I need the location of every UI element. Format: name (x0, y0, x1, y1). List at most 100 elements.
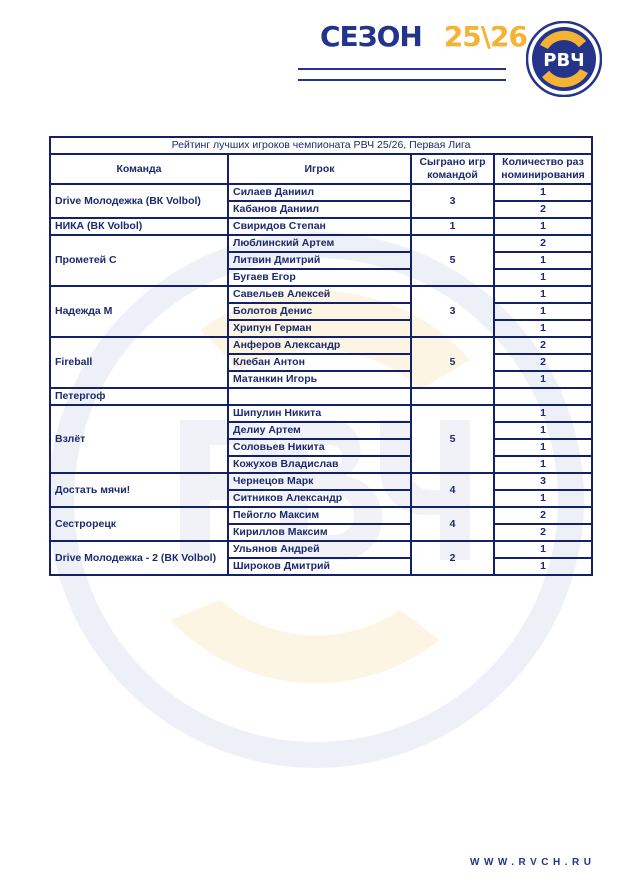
rvch-logo: РВЧ (526, 21, 602, 97)
table-row: Drive Молодежка - 2 (ВК Volbol) Ульянов А… (49, 540, 594, 576)
player-cell: Литвин Дмитрий (227, 251, 412, 270)
player-cell: Бугаев Егор (227, 268, 412, 287)
nominations-cell: 2 (492, 506, 594, 525)
col-nominations: Количество раз номинирования (492, 153, 594, 185)
team-cell: Достать мячи! (49, 472, 229, 508)
table-row: Сестрорецк Пейогло Максим 4 2 (49, 506, 594, 542)
team-cell: Надежда М (49, 285, 229, 338)
team-cell: Взлёт (49, 404, 229, 474)
player-cell: Шипулин Никита (227, 404, 412, 423)
table-row: Надежда М Савельев Алексей 3 1 (49, 285, 594, 338)
player-cell: Савельев Алексей (227, 285, 412, 304)
player-cell: Пейогло Максим (227, 506, 412, 525)
games-cell: 3 (410, 183, 495, 219)
season-year: 25\26 (443, 20, 528, 53)
team-cell: НИКА (ВК Volbol) (49, 217, 229, 236)
player-cell: Люблинский Артем (227, 234, 412, 253)
team-cell: Drive Молодежка - 2 (ВК Volbol) (49, 540, 229, 576)
games-cell: 4 (410, 472, 495, 508)
team-cell: Drive Молодежка (ВК Volbol) (49, 183, 229, 219)
table-row: Кабанов Даниил 2 (50, 200, 594, 219)
games-cell: 5 (410, 336, 495, 389)
season-heading: СЕЗОН 25\26 (320, 20, 528, 53)
divider (298, 79, 506, 81)
player-cell: Хрипун Герман (227, 319, 412, 338)
website-url: WWW.RVCH.RU (470, 857, 596, 868)
table-row: Кожухов Владислав 1 (50, 455, 594, 474)
player-cell: Матанкин Игорь (227, 370, 412, 389)
player-cell: Чернецов Марк (227, 472, 412, 491)
logo-text: РВЧ (543, 50, 584, 71)
player-cell: Болотов Денис (227, 302, 412, 321)
games-cell: 1 (410, 217, 495, 236)
player-cell: Соловьев Никита (227, 438, 412, 457)
col-games: Сыграно игр командой (410, 153, 495, 185)
nominations-cell: 2 (492, 234, 594, 253)
nominations-cell: 1 (492, 302, 594, 321)
nominations-cell: 2 (492, 336, 594, 355)
table-row: Литвин Дмитрий 1 (50, 251, 594, 270)
nominations-cell: 1 (492, 285, 594, 304)
player-cell: Ситников Александр (227, 489, 412, 508)
games-cell: 5 (410, 404, 495, 474)
nominations-cell: 3 (492, 472, 594, 491)
nominations-cell: 2 (492, 523, 594, 542)
player-cell (227, 387, 412, 406)
player-cell: Кожухов Владислав (227, 455, 412, 474)
table-row: Бугаев Егор 1 (50, 268, 594, 287)
nominations-cell: 1 (492, 217, 594, 236)
table-row: Drive Молодежка (ВК Volbol) Силаев Даниил… (49, 183, 594, 219)
table-row: Хрипун Герман 1 (50, 319, 594, 338)
player-cell: Делиу Артем (227, 421, 412, 440)
team-cell: Fireball (49, 336, 229, 389)
player-cell: Ульянов Андрей (227, 540, 412, 559)
player-rating-table: Рейтинг лучших игроков чемпионата РВЧ 25… (48, 136, 594, 576)
games-cell (410, 387, 495, 406)
team-cell: Сестрорецк (49, 506, 229, 542)
nominations-cell: 1 (492, 540, 594, 559)
games-cell: 3 (410, 285, 495, 338)
table-row: Fireball Анферов Александр 5 2 (49, 336, 594, 389)
col-team: Команда (49, 153, 229, 185)
games-cell: 4 (410, 506, 495, 542)
team-cell: Прометей С (49, 234, 229, 287)
nominations-cell: 2 (492, 200, 594, 219)
season-word: СЕЗОН (320, 20, 423, 53)
nominations-cell: 1 (492, 183, 594, 202)
player-cell: Свиридов Степан (227, 217, 412, 236)
nominations-cell: 1 (492, 319, 594, 338)
player-cell: Клебан Антон (227, 353, 412, 372)
table-row: НИКА (ВК Volbol) Свиридов Степан 1 1 (49, 217, 594, 236)
games-cell: 2 (410, 540, 495, 576)
table-row: Делиу Артем 1 (50, 421, 594, 440)
divider (298, 68, 506, 70)
nominations-cell (492, 387, 594, 406)
nominations-cell: 1 (492, 455, 594, 474)
nominations-cell: 1 (492, 404, 594, 423)
table-row: Ситников Александр 1 (50, 489, 594, 508)
nominations-cell: 1 (492, 489, 594, 508)
nominations-cell: 1 (492, 557, 594, 576)
player-cell: Кабанов Даниил (227, 200, 412, 219)
nominations-cell: 1 (492, 251, 594, 270)
nominations-cell: 1 (492, 438, 594, 457)
table-row: Матанкин Игорь 1 (50, 370, 594, 389)
team-cell: Петергоф (49, 387, 229, 406)
table-row: Соловьев Никита 1 (50, 438, 594, 457)
table-row: Кириллов Максим 2 (50, 523, 594, 542)
table-row: Прометей С Люблинский Артем 5 2 (49, 234, 594, 287)
nominations-cell: 1 (492, 370, 594, 389)
player-cell: Анферов Александр (227, 336, 412, 355)
nominations-cell: 2 (492, 353, 594, 372)
table-row: Достать мячи! Чернецов Марк 4 3 (49, 472, 594, 508)
player-cell: Силаев Даниил (227, 183, 412, 202)
games-cell: 5 (410, 234, 495, 287)
nominations-cell: 1 (492, 421, 594, 440)
table-row: Петергоф (49, 387, 594, 406)
table-row: Болотов Денис 1 (50, 302, 594, 321)
player-cell: Кириллов Максим (227, 523, 412, 542)
nominations-cell: 1 (492, 268, 594, 287)
player-cell: Широков Дмитрий (227, 557, 412, 576)
col-player: Игрок (227, 153, 412, 185)
table-title: Рейтинг лучших игроков чемпионата РВЧ 25… (48, 136, 594, 155)
